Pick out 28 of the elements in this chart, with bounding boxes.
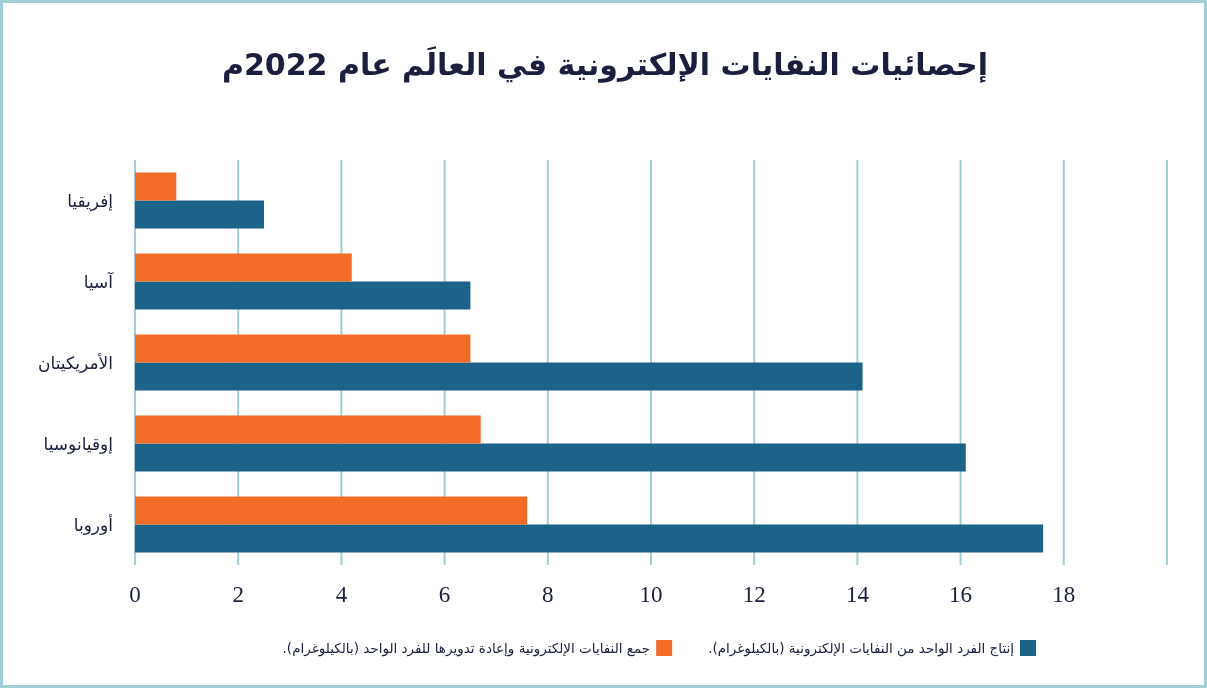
legend-label: إنتاج الفرد الواحد من النفايات الإلكترونية (بالكيلوغرام). (708, 640, 1014, 657)
x-tick-label: 16 (949, 582, 973, 607)
x-tick-label: 10 (639, 582, 663, 607)
y-tick-label: الأمريكيتان (38, 352, 113, 373)
x-tick-label: 18 (1052, 582, 1076, 607)
x-tick-label: 0 (129, 582, 141, 607)
bar (135, 200, 264, 229)
bar (135, 334, 471, 363)
x-tick-label: 14 (845, 582, 870, 607)
y-tick-label: إوقيانوسيا (43, 433, 113, 454)
bar (135, 443, 966, 472)
x-tick-label: 6 (438, 582, 451, 607)
x-tick-label: 4 (335, 582, 348, 607)
bar (135, 281, 471, 310)
x-tick-label: 8 (542, 582, 554, 607)
bar (135, 496, 528, 525)
y-tick-label: أوروبا (73, 513, 113, 535)
bar (135, 172, 177, 201)
x-tick-label: 2 (232, 582, 244, 607)
x-tick-label: 12 (742, 582, 766, 607)
y-tick-label: آسيا (83, 270, 115, 292)
bar (135, 415, 481, 444)
legend-label: جمع النفايات الإلكترونية وإعادة تدويرها للفرد الواحد (بالكيلوغرام). (282, 640, 651, 657)
bar (135, 253, 352, 282)
y-tick-label: إفريقيا (67, 190, 113, 211)
bar (135, 524, 1044, 553)
chart-title: إحصائيات النفايات الإلكترونية في العالَم عام 2022م (221, 46, 989, 83)
bar (135, 362, 863, 391)
